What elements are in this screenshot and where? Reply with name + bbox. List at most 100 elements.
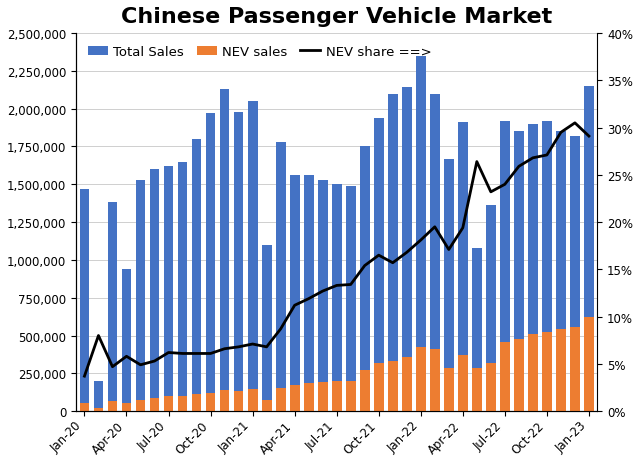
NEV share ==>: [276, 326, 284, 332]
NEV share ==>: [95, 333, 102, 338]
NEV share ==>: [361, 263, 369, 269]
NEV share ==>: [249, 342, 257, 347]
NEV share ==>: [109, 364, 116, 369]
Bar: [178, 162, 188, 411]
Bar: [458, 356, 468, 411]
NEV share ==>: [81, 374, 88, 379]
Bar: [542, 121, 552, 411]
Bar: [500, 121, 509, 411]
Bar: [108, 203, 117, 411]
Bar: [276, 143, 285, 411]
Bar: [570, 327, 580, 411]
Bar: [262, 400, 271, 411]
Bar: [584, 317, 594, 411]
NEV share ==>: [501, 182, 509, 188]
NEV share ==>: [179, 351, 186, 357]
Bar: [164, 396, 173, 411]
Bar: [93, 381, 104, 411]
Bar: [458, 123, 468, 411]
Bar: [122, 269, 131, 411]
Bar: [79, 189, 90, 411]
NEV share ==>: [487, 190, 495, 195]
Bar: [248, 102, 257, 411]
NEV share ==>: [571, 121, 579, 126]
Bar: [79, 403, 90, 411]
NEV share ==>: [137, 362, 145, 368]
NEV share ==>: [333, 283, 340, 288]
NEV share ==>: [193, 351, 200, 357]
Bar: [444, 368, 454, 411]
NEV share ==>: [431, 225, 438, 230]
Line: NEV share ==>: NEV share ==>: [84, 124, 589, 376]
Bar: [262, 245, 271, 411]
NEV share ==>: [459, 225, 467, 231]
Bar: [304, 383, 314, 411]
Bar: [402, 88, 412, 411]
Bar: [528, 334, 538, 411]
NEV share ==>: [417, 238, 424, 243]
NEV share ==>: [389, 260, 397, 266]
NEV share ==>: [403, 250, 411, 256]
Bar: [191, 140, 202, 411]
Bar: [191, 394, 202, 411]
NEV share ==>: [529, 156, 537, 161]
Bar: [416, 347, 426, 411]
Bar: [234, 113, 243, 411]
Bar: [164, 167, 173, 411]
NEV share ==>: [585, 134, 593, 139]
Bar: [430, 94, 440, 411]
Bar: [318, 181, 328, 411]
Bar: [416, 56, 426, 411]
NEV share ==>: [375, 253, 383, 258]
NEV share ==>: [263, 344, 271, 350]
Bar: [276, 388, 285, 411]
Bar: [486, 364, 496, 411]
Bar: [542, 333, 552, 411]
Title: Chinese Passenger Vehicle Market: Chinese Passenger Vehicle Market: [121, 7, 552, 27]
Bar: [374, 119, 383, 411]
Bar: [346, 187, 356, 411]
Bar: [556, 329, 566, 411]
Bar: [486, 206, 496, 411]
NEV share ==>: [164, 350, 172, 356]
Bar: [304, 176, 314, 411]
Bar: [178, 396, 188, 411]
NEV share ==>: [347, 282, 355, 288]
Bar: [360, 370, 370, 411]
Bar: [514, 132, 524, 411]
Bar: [388, 362, 397, 411]
Bar: [388, 94, 397, 411]
Bar: [108, 401, 117, 411]
Bar: [444, 159, 454, 411]
NEV share ==>: [207, 351, 214, 357]
Bar: [205, 393, 216, 411]
NEV share ==>: [305, 296, 312, 302]
Bar: [290, 176, 300, 411]
Bar: [290, 385, 300, 411]
NEV share ==>: [291, 303, 298, 308]
Bar: [150, 398, 159, 411]
Bar: [570, 137, 580, 411]
Legend: Total Sales, NEV sales, NEV share ==>: Total Sales, NEV sales, NEV share ==>: [83, 41, 436, 64]
Bar: [556, 132, 566, 411]
Bar: [150, 170, 159, 411]
Bar: [220, 390, 230, 411]
Bar: [500, 342, 509, 411]
Bar: [220, 90, 230, 411]
NEV share ==>: [235, 344, 243, 350]
Bar: [136, 400, 145, 411]
Bar: [332, 185, 342, 411]
Bar: [234, 391, 243, 411]
Bar: [430, 350, 440, 411]
Bar: [93, 408, 104, 411]
Bar: [472, 248, 482, 411]
NEV share ==>: [543, 153, 551, 158]
Bar: [248, 389, 257, 411]
Bar: [122, 403, 131, 411]
Bar: [514, 339, 524, 411]
Bar: [136, 181, 145, 411]
NEV share ==>: [123, 354, 131, 359]
Bar: [584, 87, 594, 411]
Bar: [318, 382, 328, 411]
Bar: [402, 357, 412, 411]
